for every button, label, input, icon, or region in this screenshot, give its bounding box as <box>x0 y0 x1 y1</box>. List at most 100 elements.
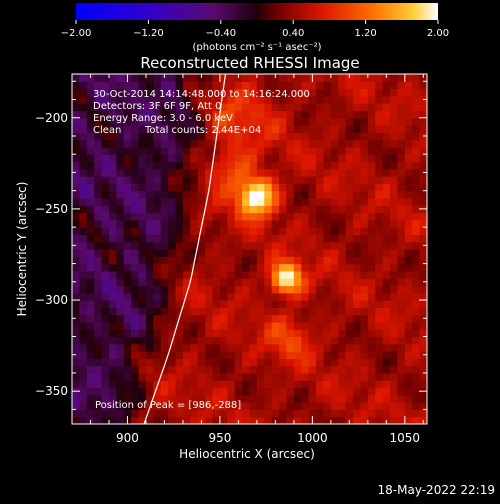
heatmap-cell <box>108 278 117 287</box>
heatmap-cell <box>330 74 339 82</box>
heatmap-cell <box>242 227 251 236</box>
heatmap-cell <box>108 307 117 316</box>
heatmap-cell <box>316 409 325 418</box>
heatmap-cell <box>271 380 280 389</box>
heatmap-cell <box>293 387 302 396</box>
heatmap-cell <box>131 329 140 338</box>
heatmap-cell <box>397 227 406 236</box>
heatmap-cell <box>301 278 310 287</box>
heatmap-cell <box>390 270 399 279</box>
heatmap-cell <box>79 125 88 133</box>
heatmap-cell <box>353 212 362 221</box>
heatmap-cell <box>131 154 140 163</box>
heatmap-cell <box>345 168 354 177</box>
heatmap-cell <box>264 343 273 352</box>
heatmap-cell <box>123 183 132 192</box>
heatmap-cell <box>168 270 177 279</box>
heatmap-cell <box>190 154 199 163</box>
heatmap-cell <box>160 300 169 308</box>
heatmap-cell <box>249 146 258 155</box>
heatmap-cell <box>301 205 310 214</box>
heatmap-cell <box>316 241 325 250</box>
heatmap-cell <box>301 351 310 359</box>
heatmap-cell <box>330 146 339 155</box>
heatmap-cell <box>338 409 347 418</box>
heatmap-cell <box>353 256 362 265</box>
heatmap-cell <box>205 176 214 184</box>
heatmap-cell <box>360 74 369 82</box>
x-tick-label: 1050 <box>390 431 421 445</box>
x-tick-label: 1000 <box>297 431 328 445</box>
heatmap-cell <box>256 110 265 119</box>
heatmap-cell <box>323 212 332 221</box>
heatmap-cell <box>419 358 427 367</box>
heatmap-cell <box>330 402 339 411</box>
heatmap-cell <box>131 292 140 301</box>
heatmap-cell <box>79 161 88 170</box>
heatmap-cell <box>101 380 110 389</box>
heatmap-cell <box>94 190 103 199</box>
heatmap-cell <box>212 329 221 338</box>
heatmap-cell <box>367 176 376 184</box>
heatmap-cell <box>175 343 184 352</box>
heatmap-cell <box>279 227 288 236</box>
heatmap-cell <box>316 103 325 112</box>
heatmap-cell <box>116 372 125 381</box>
heatmap-cell <box>249 161 258 170</box>
heatmap-cell <box>375 336 384 345</box>
heatmap-cell <box>360 219 369 228</box>
y-axis-label: Heliocentric Y (arcsec) <box>15 182 29 317</box>
heatmap-cell <box>190 161 199 170</box>
heatmap-cell <box>338 329 347 338</box>
heatmap-cell <box>404 110 413 119</box>
heatmap-cell <box>382 394 391 403</box>
heatmap-cell <box>404 132 413 141</box>
heatmap-cell <box>345 336 354 345</box>
heatmap-cell <box>353 183 362 192</box>
heatmap-cell <box>153 74 162 82</box>
heatmap-cell <box>79 307 88 316</box>
heatmap-cell <box>212 394 221 403</box>
heatmap-cell <box>138 241 147 250</box>
heatmap-cell <box>256 314 265 323</box>
heatmap-cell <box>242 161 251 170</box>
heatmap-cell <box>249 336 258 345</box>
heatmap-cell <box>360 212 369 221</box>
heatmap-cell <box>367 343 376 352</box>
heatmap-cell <box>108 205 117 214</box>
heatmap-cell <box>271 154 280 163</box>
heatmap-cell <box>279 125 288 133</box>
heatmap-cell <box>279 358 288 367</box>
heatmap-cell <box>308 212 317 221</box>
heatmap-cell <box>330 351 339 359</box>
heatmap-cell <box>145 125 154 133</box>
heatmap-cell <box>101 95 110 104</box>
heatmap-cell <box>182 212 191 221</box>
heatmap-cell <box>323 270 332 279</box>
heatmap-cell <box>264 219 273 228</box>
heatmap-cell <box>375 263 384 272</box>
heatmap-cell <box>390 212 399 221</box>
heatmap-cell <box>72 270 80 279</box>
heatmap-cell <box>234 402 243 411</box>
heatmap-cell <box>131 365 140 374</box>
heatmap-cell <box>190 416 199 424</box>
heatmap-cell <box>94 358 103 367</box>
heatmap-cell <box>242 103 251 112</box>
heatmap-cell <box>419 336 427 345</box>
heatmap-cell <box>279 372 288 381</box>
heatmap-cell <box>219 183 228 192</box>
heatmap-cell <box>412 95 421 104</box>
heatmap-cell <box>131 416 140 424</box>
heatmap-cell <box>286 88 295 97</box>
heatmap-cell <box>338 146 347 155</box>
heatmap-cell <box>404 205 413 214</box>
heatmap-cell <box>249 409 258 418</box>
heatmap-cell <box>131 81 140 90</box>
heatmap-cell <box>323 241 332 250</box>
heatmap-cell <box>145 161 154 170</box>
heatmap-cell <box>205 110 214 119</box>
heatmap-cell <box>404 103 413 112</box>
heatmap-cell <box>145 212 154 221</box>
heatmap-cell <box>79 88 88 97</box>
